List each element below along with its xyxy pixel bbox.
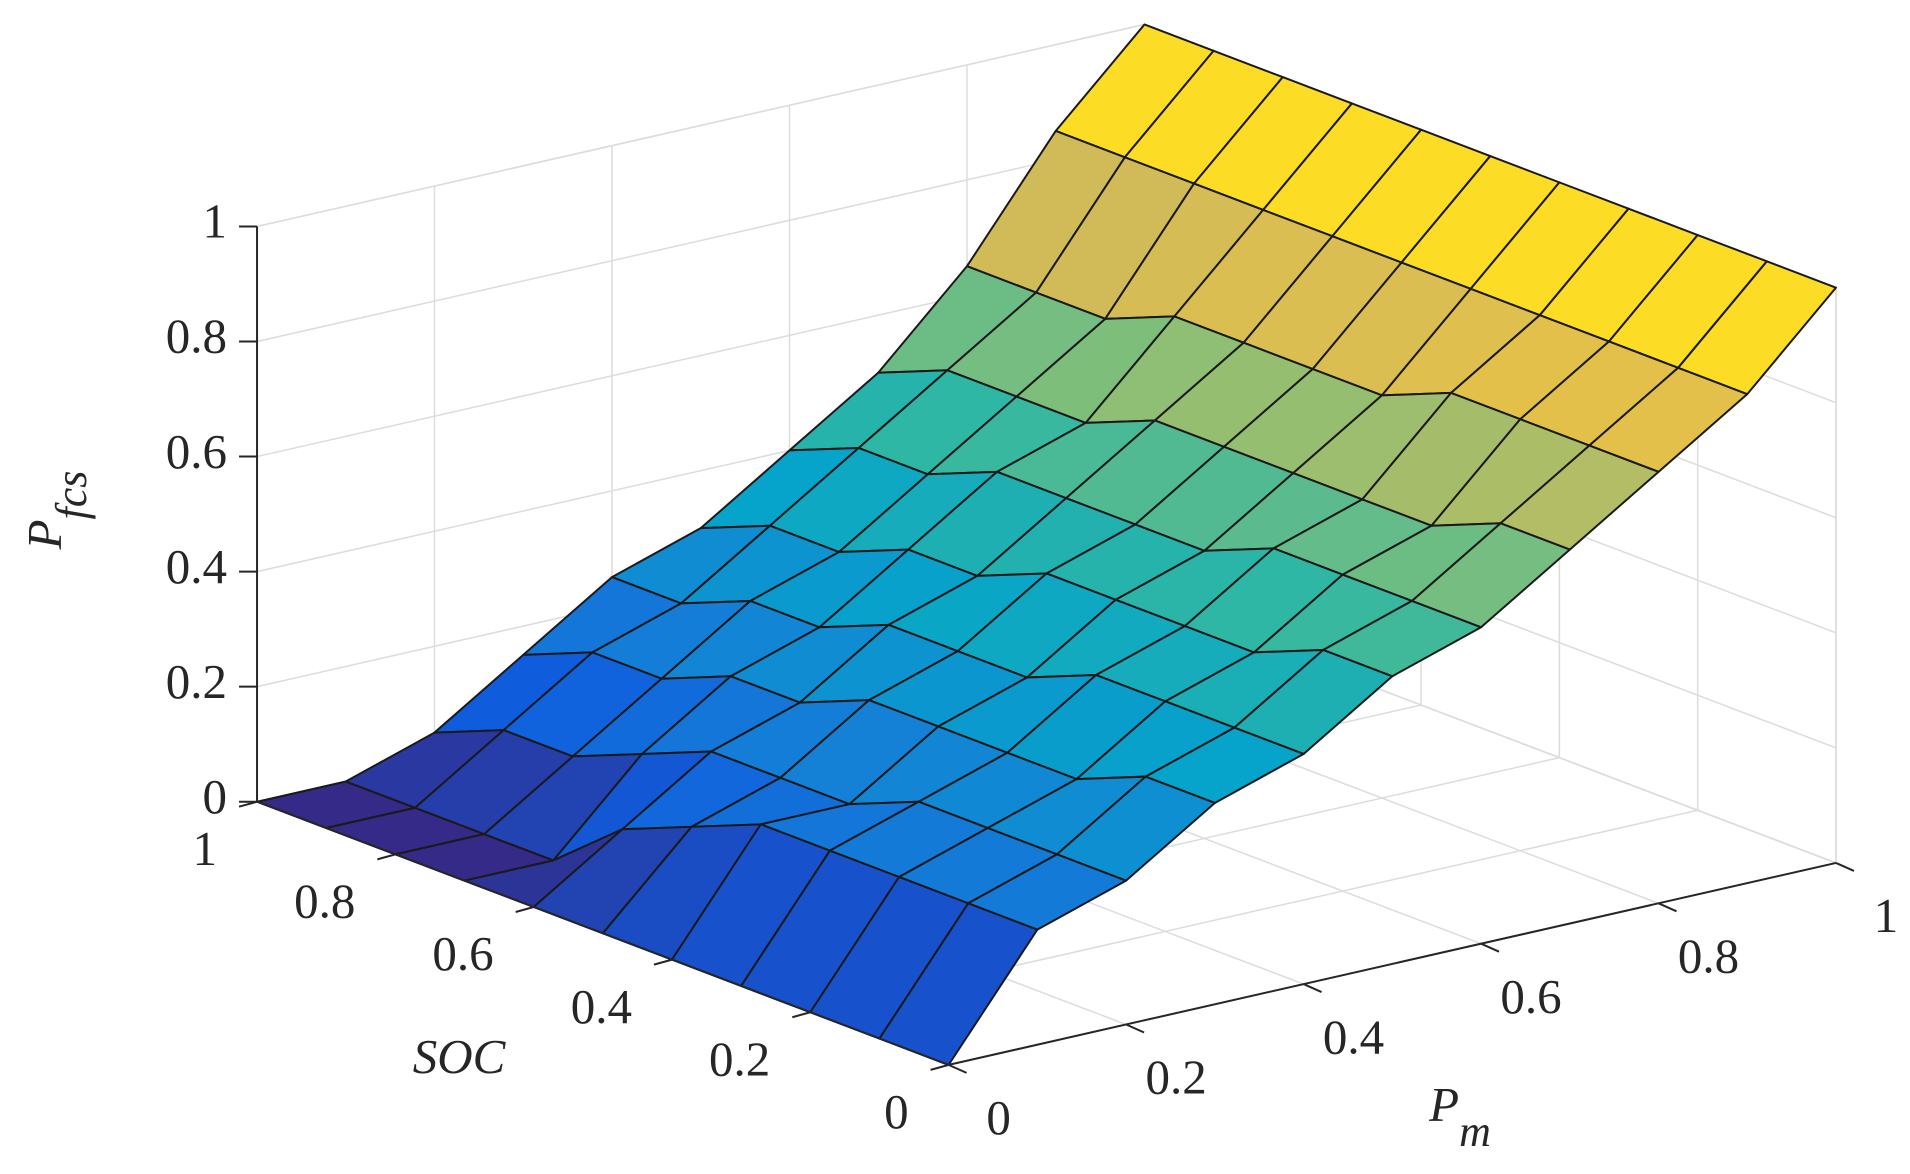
- grid-line: [256, 138, 1145, 343]
- y-tick: [653, 958, 673, 966]
- x-tick-label: 0.6: [1500, 969, 1561, 1024]
- y-tick-label: 0.6: [432, 926, 493, 981]
- y-tick-label: 0.2: [709, 1031, 770, 1086]
- x-tick: [1303, 983, 1322, 994]
- y-tick: [792, 1011, 811, 1019]
- z-tick-label: 0.2: [166, 654, 227, 709]
- y-tick: [377, 853, 396, 861]
- y-axis-label: SOC: [413, 1029, 507, 1084]
- z-tick-label: 0.6: [166, 424, 227, 479]
- z-tick-label: 1: [203, 194, 228, 249]
- x-tick: [1658, 902, 1677, 913]
- x-tick: [1835, 862, 1855, 872]
- z-tick-label: 0: [203, 769, 228, 824]
- z-tick-label: 0.8: [166, 309, 227, 364]
- x-axis-label-main: P: [1428, 1077, 1459, 1132]
- x-tick: [1480, 942, 1500, 953]
- x-tick-label: 0.2: [1145, 1050, 1206, 1105]
- x-axis: [948, 861, 1837, 1066]
- y-tick: [515, 906, 534, 913]
- grid-line: [256, 23, 1145, 228]
- y-axis: [256, 800, 949, 1066]
- y-tick: [930, 1063, 949, 1071]
- x-tick-label: 0.4: [1323, 1009, 1384, 1064]
- x-axis-label-sub: m: [1459, 1107, 1491, 1156]
- x-tick-label: 0: [986, 1090, 1011, 1145]
- z-axis-label: Pfcs: [17, 471, 96, 551]
- y-tick-label: 1: [193, 821, 218, 876]
- y-tick: [238, 800, 258, 808]
- z-axis-label-sub: fcs: [47, 471, 96, 520]
- x-tick: [948, 1063, 968, 1074]
- y-tick-label: 0.4: [571, 979, 632, 1034]
- x-axis-label: Pm: [1428, 1077, 1491, 1156]
- x-tick-label: 1: [1874, 888, 1899, 943]
- y-axis-label-main: SOC: [413, 1029, 507, 1084]
- x-tick-label: 0.8: [1678, 929, 1739, 984]
- y-tick-label: 0: [884, 1084, 909, 1139]
- z-tick-label: 0.4: [166, 539, 227, 594]
- surface: [256, 23, 1837, 1066]
- z-axis-label-main: P: [17, 519, 72, 550]
- x-tick: [1125, 1023, 1145, 1034]
- y-tick-label: 0.8: [294, 874, 355, 929]
